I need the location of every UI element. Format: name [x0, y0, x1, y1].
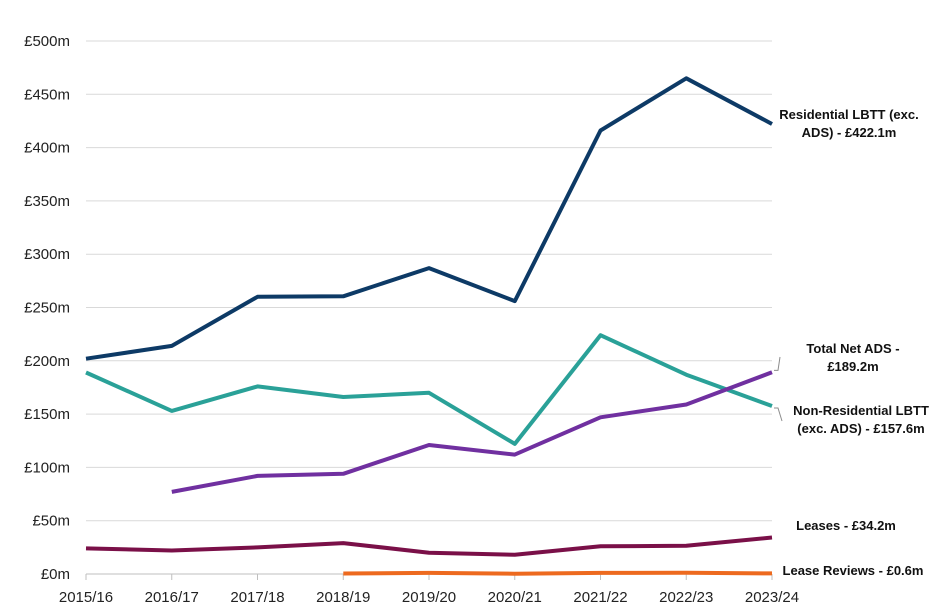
x-tick-label: 2020/21	[488, 589, 542, 606]
series-line	[171, 370, 773, 494]
series-end-label-line: Total Net ADS -	[806, 341, 899, 356]
series-end-label-line: Non-Residential LBTT	[793, 403, 929, 418]
y-tick-label: £500m	[24, 33, 70, 50]
series-labels: Residential LBTT (exc. ADS) - £422.1m Non-…	[774, 107, 929, 578]
x-tick-label: 2019/20	[402, 589, 456, 606]
y-tick-label: £150m	[24, 406, 70, 423]
x-tick-label: 2015/16	[59, 589, 113, 606]
leader-line	[774, 407, 783, 422]
y-tick-label: £200m	[24, 353, 70, 370]
x-tick-label: 2023/24	[745, 589, 799, 606]
x-tick-label: 2021/22	[573, 589, 627, 606]
series-end-label: Total Net ADS - £189.2m	[806, 341, 899, 374]
y-tick-label: £450m	[24, 86, 70, 103]
x-tick-label: 2022/23	[659, 589, 713, 606]
series-end-label: Non-Residential LBTT (exc. ADS) - £157.6m	[793, 403, 929, 436]
y-tick-label: £250m	[24, 300, 70, 317]
series-end-label: Leases - £34.2m	[796, 518, 896, 533]
series-end-label-line: Residential LBTT (exc.	[779, 107, 918, 122]
gridlines	[86, 40, 772, 522]
series-line	[85, 333, 773, 446]
series-line	[343, 570, 773, 576]
x-tick-label: 2016/17	[145, 589, 199, 606]
series-end-label-line: £189.2m	[827, 359, 878, 374]
y-tick-label: £350m	[24, 193, 70, 210]
series-end-label-line: ADS) - £422.1m	[802, 125, 897, 140]
y-tick-label: £100m	[24, 459, 70, 476]
x-tick-label: 2017/18	[230, 589, 284, 606]
series-end-label: Lease Reviews - £0.6m	[783, 563, 924, 578]
y-tick-label: £400m	[24, 140, 70, 157]
y-tick-label: £300m	[24, 246, 70, 263]
series-lines	[85, 76, 773, 576]
y-axis: £0m £50m £100m £150m £200m £250m £300m £350m £40…	[24, 33, 70, 583]
series-end-label-line: (exc. ADS) - £157.6m	[797, 421, 924, 436]
y-tick-label: £50m	[32, 513, 70, 530]
series-end-label-line: Leases - £34.2m	[796, 518, 896, 533]
series-line	[85, 535, 773, 557]
leader-line	[774, 356, 781, 371]
x-tick-label: 2018/19	[316, 589, 370, 606]
series-end-label-line: Lease Reviews - £0.6m	[783, 563, 924, 578]
series-end-label: Residential LBTT (exc. ADS) - £422.1m	[779, 107, 918, 140]
x-axis: 2015/16 2016/17 2017/18 2018/19 2019/20 2020/…	[59, 573, 799, 606]
y-tick-label: £0m	[41, 566, 70, 583]
series-line	[85, 76, 773, 361]
